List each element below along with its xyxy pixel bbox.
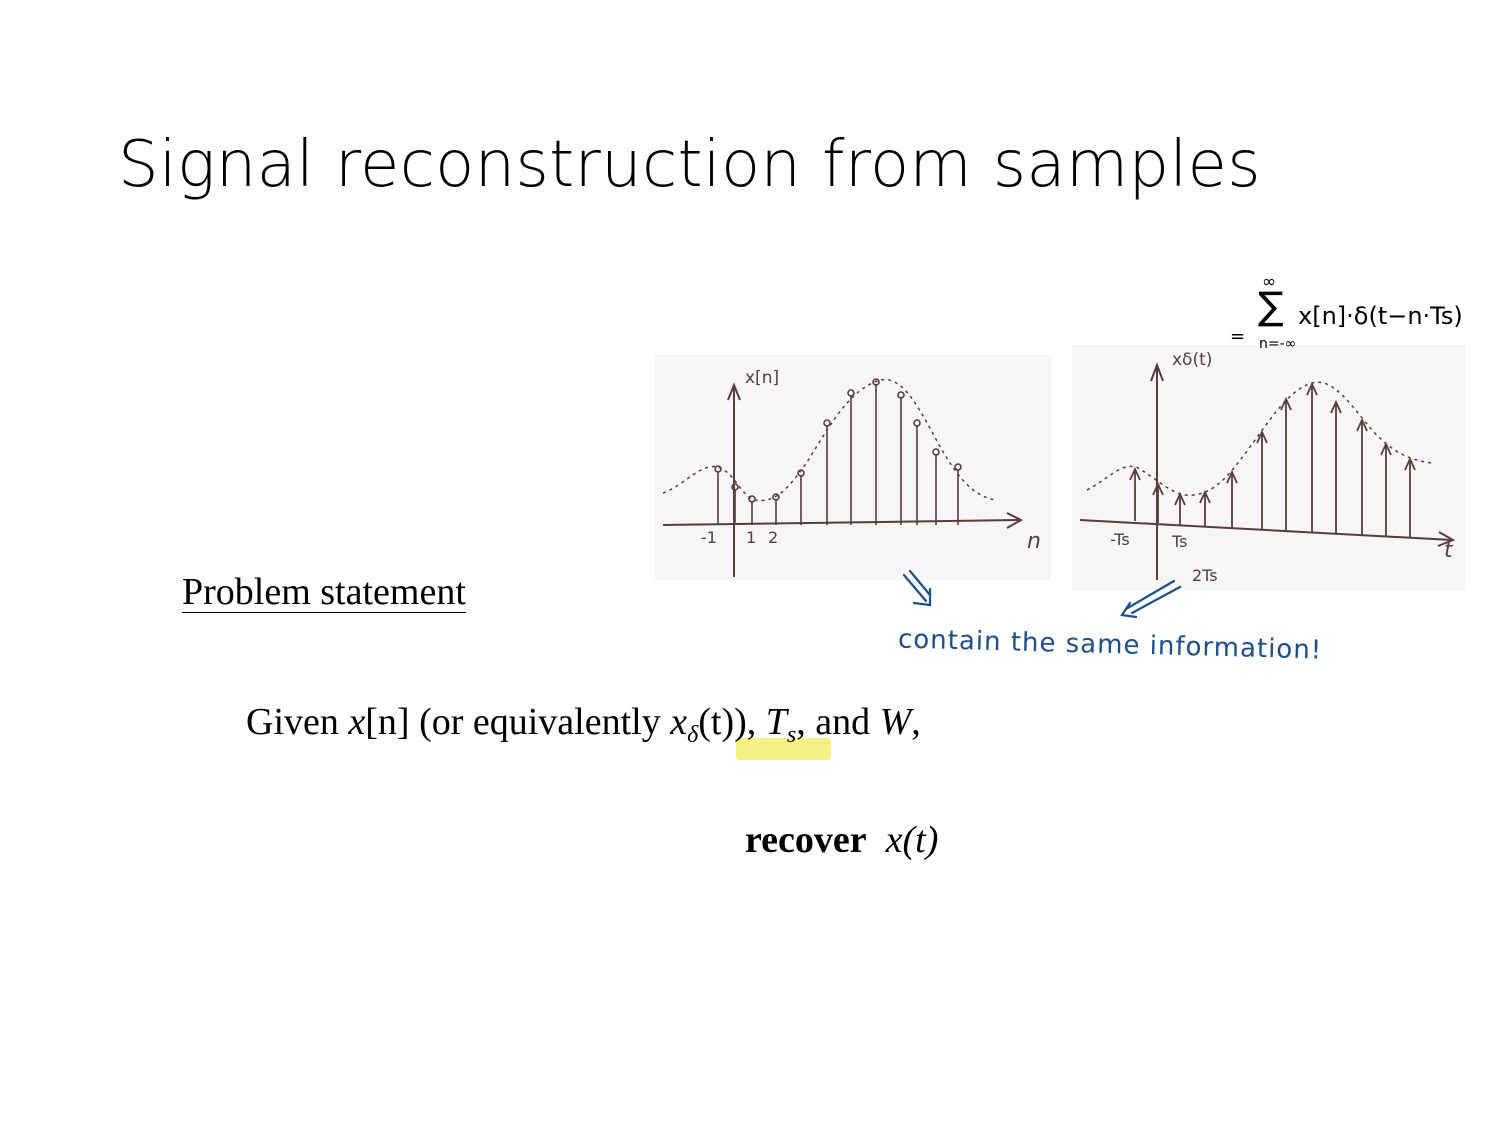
right-tick: Ts — [1171, 532, 1187, 551]
math-delta-subscript: δ — [687, 722, 699, 748]
pointing-arrows — [902, 569, 1182, 619]
problem-heading: Problem statement — [182, 571, 466, 613]
math-x-delta: x — [670, 701, 688, 743]
math-T: T — [756, 701, 787, 743]
math-t-paren: (t)), — [698, 701, 757, 743]
yellow-highlight — [736, 738, 831, 760]
recover-statement: recover x(t) — [745, 818, 938, 862]
given-statement: Given x[n] (or equivalently xδ(t)), Ts, … — [246, 700, 921, 757]
slide-title: Signal reconstruction from samples — [118, 128, 1261, 202]
recover-word: recover — [745, 819, 867, 861]
equivalently-text: (or equivalently — [409, 701, 671, 743]
impulse-train-sketch: xδ(t) t -Ts Ts 2Ts — [1072, 345, 1465, 590]
math-n-bracket: [n] — [365, 701, 410, 743]
left-xlabel: n — [1027, 529, 1041, 554]
discrete-samples-sketch: x[n] n -1 1 2 — [655, 355, 1050, 580]
right-xlabel: t — [1444, 538, 1454, 563]
math-s-subscript: s — [786, 722, 797, 748]
right-tick: 2Ts — [1192, 566, 1218, 585]
right-tick: -Ts — [1110, 530, 1130, 549]
left-tick: -1 — [701, 528, 717, 547]
left-ylabel: x[n] — [745, 368, 779, 388]
formula-body: x[n]·δ(t−n·Ts) — [1298, 302, 1463, 330]
math-x-of-t: x(t) — [885, 819, 939, 861]
same-information-note: contain the same information! — [897, 624, 1323, 666]
and-text: , and — [796, 701, 880, 743]
left-tick: 1 — [746, 528, 756, 547]
given-word: Given — [246, 701, 339, 743]
math-x: x — [348, 701, 366, 743]
formula-sum-sign: ∑ — [1258, 284, 1284, 328]
formula-equals: = — [1230, 326, 1246, 347]
right-ylabel: xδ(t) — [1172, 350, 1212, 370]
formula-sum-bottom: n=-∞ — [1259, 336, 1297, 352]
math-W: W — [879, 701, 912, 743]
left-tick: 2 — [768, 528, 778, 547]
trailing-comma: , — [911, 701, 921, 743]
formula-sum-top: ∞ — [1262, 272, 1277, 292]
